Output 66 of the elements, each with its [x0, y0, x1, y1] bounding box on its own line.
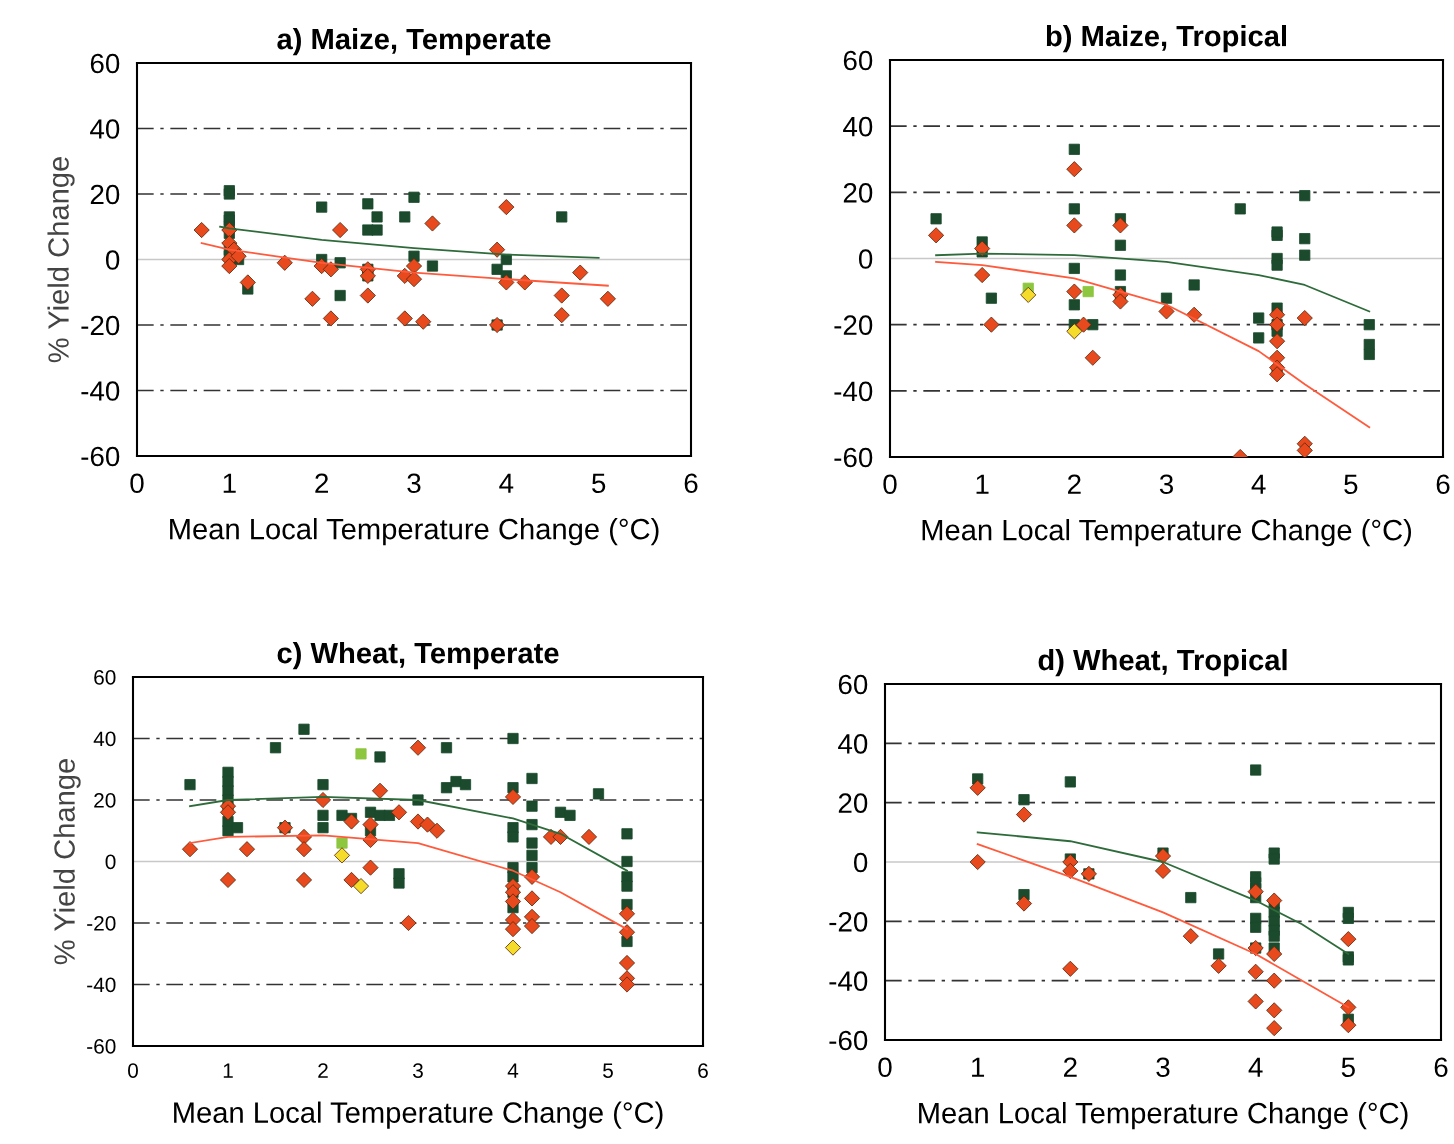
x-tick-label: 2	[318, 1063, 328, 1078]
chart-title: d) Wheat, Tropical	[1038, 648, 1287, 677]
x-axis-title: Mean Local Temperature Change (°C)	[919, 1102, 1408, 1130]
y-tick-label: 0	[105, 250, 120, 270]
x-tick-label: 0	[130, 473, 144, 494]
y-tick-label: 0	[853, 852, 868, 873]
x-tick-label: 3	[1159, 474, 1173, 495]
x-tick-label: 1	[976, 474, 989, 494]
x-tick-label: 2	[315, 473, 328, 493]
x-tick-label: 0	[878, 1057, 892, 1078]
y-tick-label: -60	[834, 447, 873, 468]
x-tick-label: 4	[1251, 474, 1266, 494]
y-tick-label: -40	[829, 971, 868, 992]
x-tick-label: 1	[223, 473, 236, 493]
y-tick-label: 60	[838, 674, 868, 695]
y-tick-label: 60	[90, 53, 120, 74]
x-tick-label: 5	[1344, 474, 1358, 495]
y-tick-label: -20	[834, 315, 873, 336]
y-tick-label: 40	[843, 116, 873, 137]
x-tick-label: 4	[1248, 1057, 1263, 1077]
y-tick-label: -60	[829, 1030, 868, 1051]
x-tick-label: 3	[1156, 1057, 1170, 1078]
chart-title: b) Maize, Tropical	[1046, 24, 1286, 53]
y-tick-label: 60	[843, 50, 873, 71]
x-tick-label: 3	[413, 1063, 423, 1078]
y-tick-label: 20	[94, 793, 116, 808]
x-axis-title: Mean Local Temperature Change (°C)	[922, 519, 1412, 547]
chart-title: c) Wheat, Temperate	[277, 641, 559, 670]
x-tick-label: 0	[128, 1063, 138, 1078]
y-tick-label: 0	[858, 249, 873, 269]
y-tick-label: -40	[87, 977, 116, 993]
x-tick-label: 0	[883, 474, 897, 495]
x-tick-label: 6	[1436, 474, 1450, 495]
y-tick-label: 40	[838, 734, 868, 754]
y-tick-label: -60	[87, 1039, 116, 1054]
x-axis-title: Mean Local Temperature Change (°C)	[174, 1101, 663, 1129]
x-tick-label: 3	[407, 473, 421, 494]
x-axis-title: Mean Local Temperature Change (°C)	[170, 518, 659, 546]
y-axis-title: % Yield Change	[47, 157, 75, 363]
y-tick-label: -40	[81, 381, 120, 401]
x-tick-label: 6	[684, 473, 698, 494]
x-tick-label: 6	[1434, 1057, 1448, 1078]
x-tick-label: 2	[1068, 474, 1081, 494]
y-tick-label: 20	[90, 184, 120, 205]
x-tick-label: 1	[972, 1057, 985, 1077]
x-tick-label: 5	[603, 1063, 613, 1078]
y-tick-label: -20	[829, 912, 868, 932]
y-tick-label: -20	[81, 315, 120, 336]
y-axis-title: % Yield Change	[53, 759, 81, 965]
x-tick-label: 4	[507, 1063, 519, 1078]
y-tick-label: -60	[81, 446, 120, 467]
x-tick-label: 5	[1341, 1057, 1355, 1078]
chart-title: a) Maize, Temperate	[277, 27, 551, 56]
y-tick-label: 40	[93, 731, 116, 747]
y-tick-label: 20	[838, 793, 868, 814]
x-tick-label: 5	[592, 473, 606, 494]
y-tick-label: 0	[105, 854, 116, 870]
x-tick-label: 4	[499, 473, 514, 493]
x-tick-label: 1	[223, 1063, 233, 1078]
y-tick-label: 20	[843, 183, 873, 203]
y-tick-label: -40	[834, 381, 873, 402]
x-tick-label: 2	[1064, 1057, 1077, 1077]
x-tick-label: 6	[698, 1063, 708, 1078]
y-tick-label: 60	[94, 670, 116, 685]
y-tick-label: -20	[87, 916, 116, 931]
y-tick-label: 40	[90, 119, 120, 139]
